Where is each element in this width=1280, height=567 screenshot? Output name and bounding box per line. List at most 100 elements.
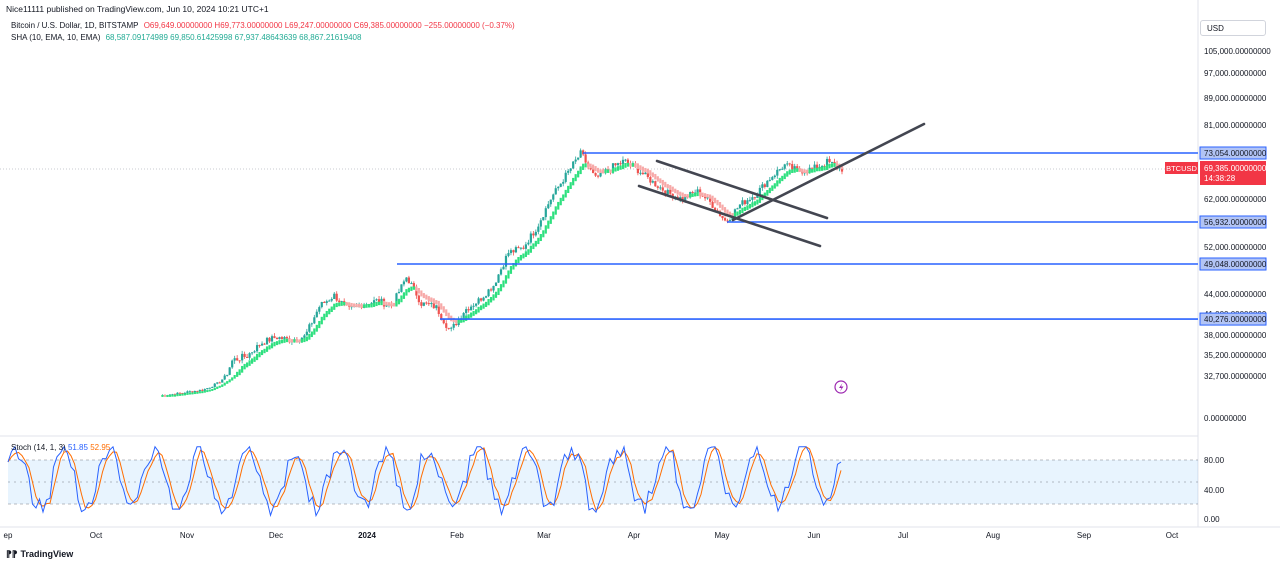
sha-bar bbox=[442, 306, 445, 313]
sha-bar bbox=[333, 303, 336, 310]
sha-bar bbox=[479, 305, 483, 311]
sha-bar bbox=[701, 192, 704, 197]
sha-bar bbox=[218, 385, 221, 388]
sha-bar bbox=[308, 333, 311, 340]
candle-body bbox=[748, 199, 752, 201]
candle-body bbox=[542, 217, 545, 221]
candle-body bbox=[338, 300, 341, 303]
candle-body bbox=[231, 360, 234, 368]
candle-body bbox=[323, 302, 326, 304]
candle-body bbox=[753, 197, 756, 199]
candle-body bbox=[417, 295, 420, 303]
sha-bar bbox=[736, 211, 739, 216]
sha-bar bbox=[343, 301, 346, 306]
sha-bar bbox=[609, 169, 612, 173]
sha-bar bbox=[460, 318, 463, 323]
sha-bar bbox=[328, 308, 331, 315]
candle-body bbox=[241, 353, 244, 361]
candle-body bbox=[203, 389, 206, 391]
sha-bar bbox=[766, 190, 769, 196]
sha-bar bbox=[694, 193, 697, 197]
candle-body bbox=[452, 323, 455, 328]
sha-bar bbox=[507, 270, 510, 279]
stoch-axis[interactable]: 80.00 40.00 0.00 bbox=[1204, 456, 1225, 524]
sha-bar bbox=[582, 163, 585, 170]
sha-bar bbox=[455, 318, 458, 324]
candle-body bbox=[547, 204, 550, 209]
candle-body bbox=[728, 219, 732, 221]
candle-body bbox=[514, 247, 518, 253]
sha-name: SHA (10, EMA, 10, EMA) bbox=[11, 33, 101, 42]
lightning-icon[interactable] bbox=[834, 380, 848, 394]
sha-legend[interactable]: SHA (10, EMA, 10, EMA) 68,587.09174989 6… bbox=[11, 33, 361, 42]
sha-bar bbox=[524, 251, 527, 257]
sha-bar bbox=[517, 257, 520, 264]
sha-bar bbox=[168, 394, 172, 397]
sha-bar bbox=[298, 339, 301, 343]
sha-bar bbox=[387, 302, 391, 306]
candle-body bbox=[788, 163, 791, 165]
candle-body bbox=[333, 293, 336, 299]
sha-bar bbox=[367, 304, 371, 308]
sha-bar bbox=[422, 293, 425, 299]
sha-bar bbox=[756, 199, 759, 205]
sha-bar bbox=[527, 249, 530, 255]
candle-body bbox=[315, 311, 318, 318]
symbol-name: Bitcoin / U.S. Dollar, 1D, BITSTAMP bbox=[11, 21, 139, 30]
tradingview-brand[interactable]: ⁋⁋ TradingView bbox=[6, 549, 73, 560]
candle-body bbox=[626, 159, 630, 164]
trendline[interactable] bbox=[637, 184, 822, 248]
sha-bar bbox=[178, 393, 182, 396]
stoch-tick: 80.00 bbox=[1204, 456, 1225, 465]
time-tick: Oct bbox=[1166, 531, 1179, 540]
candle-body bbox=[278, 337, 281, 340]
sha-bar bbox=[163, 394, 167, 397]
candle-body bbox=[504, 255, 508, 267]
sha-bar bbox=[796, 168, 799, 172]
candle-body bbox=[564, 172, 567, 182]
trendlines[interactable] bbox=[637, 122, 926, 248]
time-tick: Jun bbox=[808, 531, 821, 540]
sha-bar bbox=[532, 243, 535, 250]
symbol-legend[interactable]: Bitcoin / U.S. Dollar, 1D, BITSTAMP O69,… bbox=[11, 21, 515, 30]
candle-body bbox=[183, 392, 186, 394]
candle-body bbox=[773, 175, 776, 178]
candle-body bbox=[666, 189, 669, 195]
horizontal-levels[interactable] bbox=[397, 152, 1198, 320]
sha-bar bbox=[629, 162, 632, 167]
sha-bar bbox=[564, 189, 567, 198]
candle-body bbox=[482, 297, 485, 301]
sha-bar bbox=[706, 194, 709, 198]
sha-bar bbox=[626, 162, 630, 167]
sha-bar bbox=[509, 266, 513, 274]
sha-bar bbox=[193, 392, 196, 395]
sha-bar bbox=[420, 290, 423, 297]
sha-bar bbox=[238, 369, 241, 376]
candle-body bbox=[186, 391, 189, 393]
candle-body bbox=[736, 208, 739, 210]
price-tick: 105,000.00000000 bbox=[1204, 47, 1271, 56]
sha-bar bbox=[392, 302, 396, 307]
sha-bar bbox=[278, 340, 281, 345]
candle-body bbox=[325, 301, 328, 303]
time-axis[interactable]: ep Oct Nov Dec 2024 Feb Mar Apr May Jun Jul Aug Sep O… bbox=[4, 531, 1179, 540]
candle-body bbox=[654, 181, 657, 187]
sha-bar bbox=[574, 174, 577, 182]
candle-body bbox=[191, 391, 194, 393]
trendline[interactable] bbox=[655, 159, 829, 220]
candle-body bbox=[529, 233, 532, 243]
candle-body bbox=[811, 167, 814, 169]
currency-label[interactable]: USD bbox=[1200, 20, 1266, 36]
sha-bar bbox=[457, 319, 460, 324]
candle-body bbox=[201, 389, 204, 391]
price-axis[interactable]: 105,000.00000000 97,000.00000000 89,000.00… bbox=[1204, 47, 1271, 423]
candle-body bbox=[771, 177, 774, 180]
sha-bar bbox=[830, 163, 834, 168]
candle-body bbox=[756, 194, 759, 198]
sha-bar bbox=[699, 192, 702, 196]
trendline[interactable] bbox=[731, 122, 926, 222]
sha-bar bbox=[514, 259, 518, 267]
stoch-legend[interactable]: Stoch (14, 1, 3) 51.85 52.95 bbox=[11, 443, 110, 452]
sha-bar bbox=[171, 394, 174, 397]
